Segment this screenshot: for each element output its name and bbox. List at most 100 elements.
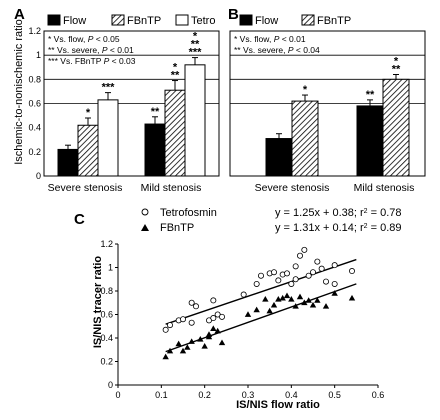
significance-star: ** [191, 39, 200, 51]
y-tick-label: 0.6 [100, 310, 113, 320]
legend-swatch [239, 14, 253, 26]
significance-note: * Vs. flow, P < 0.01 [234, 34, 306, 44]
category-label: Mild stenosis [141, 182, 202, 194]
panel-c-legend: Tetrofosmin y = 1.25x + 0.38; r2 = 0.78 FB… [141, 207, 402, 234]
data-point-triangle [305, 297, 312, 303]
data-point-triangle [322, 303, 330, 309]
data-point-circle [318, 265, 325, 272]
data-point-circle [314, 258, 321, 265]
data-point-triangle [262, 296, 269, 302]
data-point-circle [331, 280, 338, 287]
x-tick-label: 0.6 [372, 390, 385, 400]
data-point-circle [292, 263, 299, 270]
data-point-circle [166, 322, 173, 329]
data-point-circle [301, 246, 308, 253]
data-point-circle [218, 313, 225, 320]
bar [164, 89, 186, 177]
legend-label: Tetro [191, 15, 215, 27]
y-tick-label: 0.4 [100, 333, 113, 343]
significance-note: *** Vs. FBnTP P < 0.03 [48, 56, 136, 66]
bar [77, 124, 99, 177]
bar [97, 99, 119, 177]
y-tick-label: 0 [36, 171, 41, 181]
significance-star: * [303, 84, 308, 96]
regression-line [165, 258, 357, 325]
panel-a-plot-frame [43, 30, 220, 177]
data-point-circle [305, 272, 312, 279]
legend-marker-circle [141, 208, 149, 216]
bar [382, 78, 410, 177]
panel-b-category-labels: Severe stenosis Mild stenosis [255, 182, 415, 194]
significance-star: ** [171, 70, 180, 82]
data-point-circle [240, 291, 247, 298]
y-tick-label: 1 [108, 263, 113, 273]
data-point-circle [210, 315, 217, 322]
significance-star: * [193, 31, 198, 43]
bar [57, 148, 79, 177]
bar [144, 123, 166, 177]
panel-c-fit-lines [165, 258, 357, 353]
x-tick-label: 0.5 [328, 390, 341, 400]
data-point-circle [275, 277, 282, 284]
y-tick-label: 1.2 [28, 26, 41, 36]
panel-c-points [162, 246, 356, 360]
significance-star: *** [189, 47, 203, 59]
data-point-triangle [253, 306, 260, 313]
legend-swatch [111, 14, 125, 26]
y-tick-label: 0.8 [100, 286, 113, 296]
data-point-triangle [218, 339, 226, 346]
regression-equation: y = 1.31x + 0.14; r2 = 0.89 [275, 222, 402, 234]
legend-label: FBnTP [160, 222, 194, 234]
regression-equation: y = 1.25x + 0.38; r2 = 0.78 [275, 207, 402, 219]
y-tick-label: 0.6 [28, 99, 41, 109]
data-point-circle [210, 297, 217, 304]
data-point-triangle [301, 299, 308, 306]
data-point-circle [292, 276, 299, 283]
data-point-circle [309, 269, 316, 276]
significance-star: ** [151, 106, 160, 118]
significance-star: *** [102, 82, 116, 94]
data-point-circle [257, 272, 264, 279]
data-point-circle [331, 262, 338, 269]
panel-c-axes: 0 0.1 0.2 0.3 0.4 0.5 0.6 0 0.2 0.4 0.6 0.8 1 1.2 [100, 239, 384, 400]
x-tick-label: 0.1 [155, 390, 168, 400]
panel-a-y-axis-label: Ischemic-to-nonischemic ratio [13, 19, 25, 165]
data-point-triangle [188, 338, 195, 344]
data-point-triangle [266, 307, 273, 314]
y-tick-label: 0.8 [28, 74, 41, 84]
data-point-triangle [279, 294, 286, 301]
data-point-triangle [184, 344, 191, 350]
x-tick-label: 0 [115, 390, 120, 400]
y-tick-label: 0.4 [28, 123, 41, 133]
data-point-triangle [314, 297, 321, 303]
data-point-circle [288, 280, 295, 287]
panel-b-legend: Flow FBnTP [239, 14, 351, 27]
panel-b: Flow FBnTP * Vs. flow, P < 0.01** Vs. sev… [229, 14, 426, 194]
panel-a-legend: Flow FBnTP Tetro [47, 14, 215, 27]
y-tick-label: 0 [108, 380, 113, 390]
panel-letter-c: C [74, 211, 85, 228]
data-point-triangle [214, 327, 221, 334]
panel-b-plot-frame [229, 30, 426, 177]
significance-star: ** [366, 89, 375, 101]
data-point-triangle [179, 347, 187, 354]
legend-label: Tetrofosmin [160, 207, 217, 219]
category-label: Mild stenosis [354, 182, 415, 194]
panel-a-bars: *************** [57, 31, 206, 177]
panel-b-bars: * ***** [265, 56, 410, 177]
data-point-triangle [292, 303, 299, 309]
panel-a-y-ticks: 0 0.2 0.4 0.6 0.8 1 1.2 [28, 26, 41, 181]
legend-swatch [301, 14, 315, 26]
y-tick-label: 1 [36, 50, 41, 60]
data-point-triangle [331, 290, 338, 296]
data-point-circle [192, 303, 199, 310]
bar [184, 64, 206, 177]
panel-a-category-labels: Severe stenosis Mild stenosis [48, 182, 202, 194]
data-point-triangle [166, 347, 174, 354]
data-point-triangle [201, 343, 208, 349]
panel-b-notes: * Vs. flow, P < 0.01** Vs. severe, P < 0… [234, 34, 320, 55]
data-point-triangle [296, 293, 304, 300]
data-point-circle [188, 319, 195, 326]
data-point-triangle [205, 333, 213, 340]
